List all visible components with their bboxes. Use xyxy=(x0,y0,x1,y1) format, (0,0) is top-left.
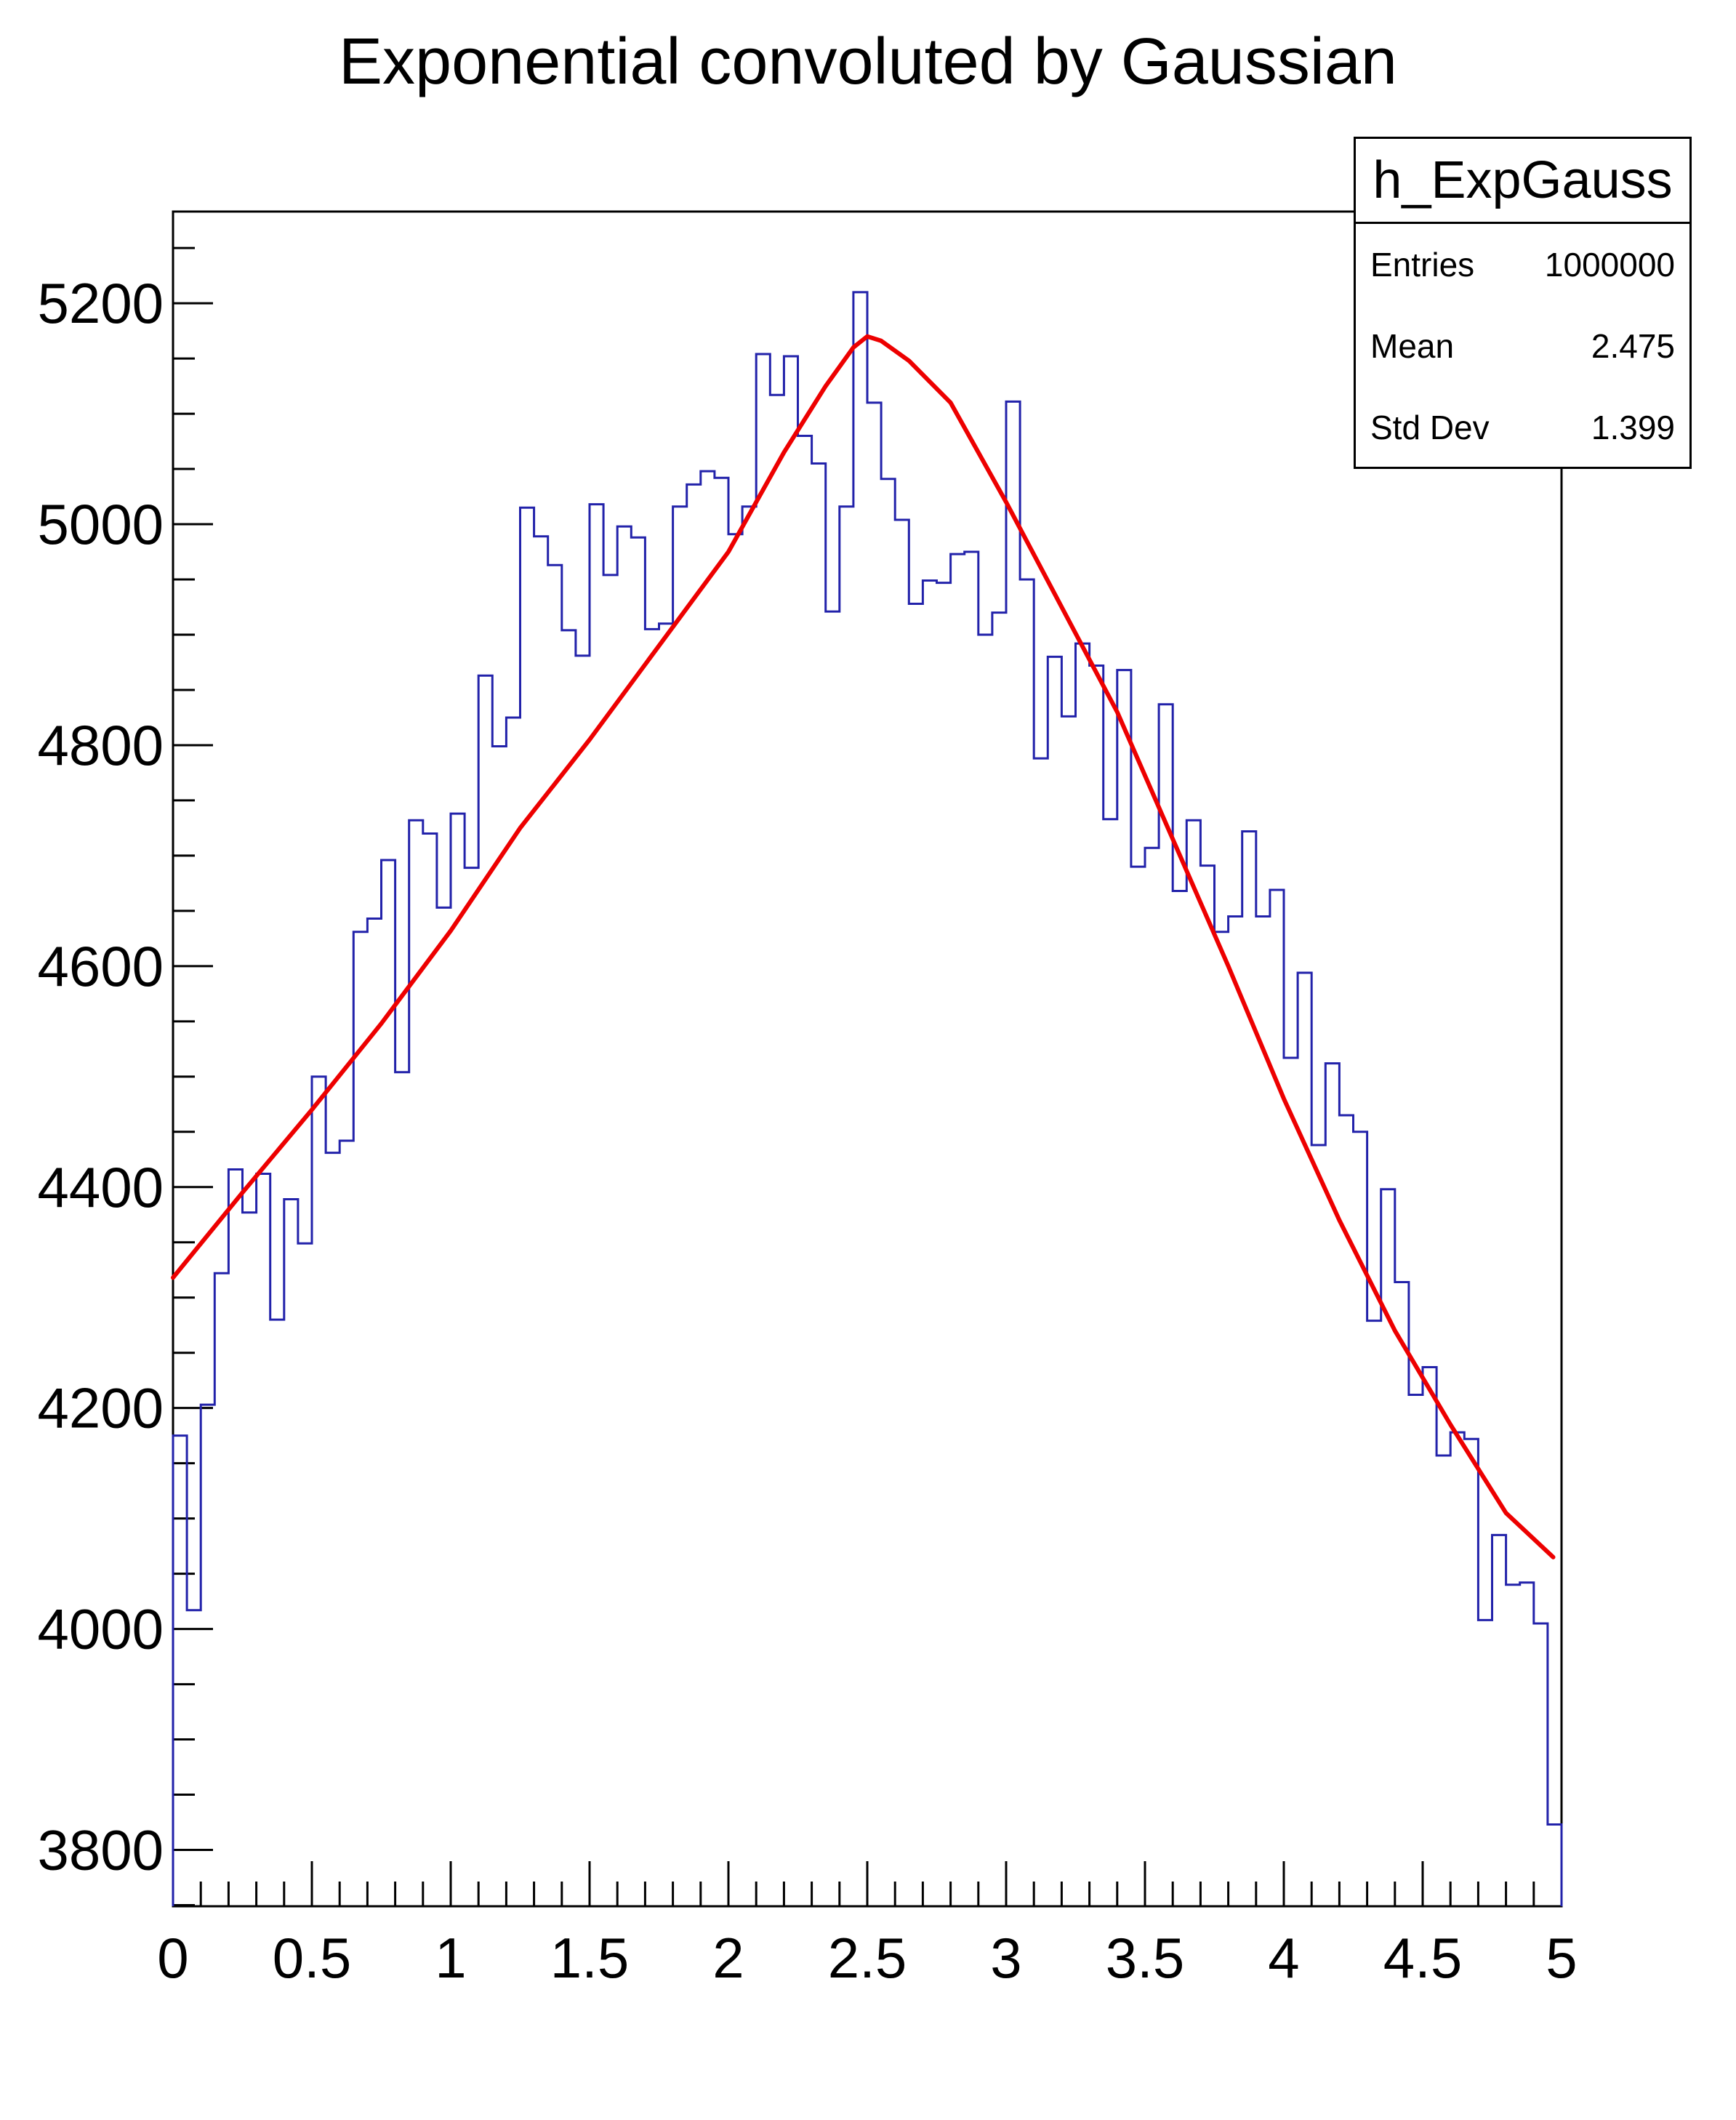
x-tick-label: 1 xyxy=(435,1926,466,1990)
y-tick-label: 5000 xyxy=(37,492,164,556)
stats-value-entries: 1000000 xyxy=(1544,246,1675,284)
x-tick-label: 4 xyxy=(1268,1926,1299,1990)
stats-value-stddev: 1.399 xyxy=(1591,409,1675,446)
stats-row-entries: Entries 1000000 xyxy=(1356,224,1689,305)
x-tick-label: 4.5 xyxy=(1383,1926,1462,1990)
stats-row-mean: Mean 2.475 xyxy=(1356,305,1689,387)
x-tick-label: 2.5 xyxy=(828,1926,907,1990)
y-tick-label: 4200 xyxy=(37,1376,164,1440)
x-ticks xyxy=(172,1861,1563,1906)
stats-box-title: h_ExpGauss xyxy=(1356,139,1689,224)
x-tick-label: 2 xyxy=(712,1926,744,1990)
y-tick-label: 4800 xyxy=(37,713,164,777)
x-tick-label: 3.5 xyxy=(1106,1926,1184,1990)
x-tick-label: 0 xyxy=(157,1926,188,1990)
y-tick-labels: 3800 4000 4200 4400 4600 4800 5000 5200 xyxy=(37,271,164,1882)
chart-title: Exponential convoluted by Gaussian xyxy=(339,25,1397,98)
y-tick-label: 4600 xyxy=(37,934,164,998)
fit-curve xyxy=(171,334,1556,1559)
stats-row-stddev: Std Dev 1.399 xyxy=(1356,387,1689,468)
x-tick-label: 3 xyxy=(990,1926,1021,1990)
stats-label-stddev: Std Dev xyxy=(1370,409,1490,446)
stats-box: h_ExpGauss Entries 1000000 Mean 2.475 St… xyxy=(1354,137,1692,469)
y-tick-label: 4400 xyxy=(37,1155,164,1219)
y-tick-label: 4000 xyxy=(37,1597,164,1661)
x-tick-label: 1.5 xyxy=(550,1926,629,1990)
y-ticks xyxy=(173,246,213,1906)
x-tick-label: 5 xyxy=(1546,1926,1577,1990)
y-tick-label: 3800 xyxy=(37,1818,164,1882)
stats-label-mean: Mean xyxy=(1370,327,1455,365)
x-tick-label: 0.5 xyxy=(273,1926,351,1990)
stats-value-mean: 2.475 xyxy=(1591,327,1675,365)
y-tick-label: 5200 xyxy=(37,271,164,335)
x-tick-labels: 0 0.5 1 1.5 2 2.5 3 3.5 4 4.5 5 xyxy=(157,1926,1577,1990)
histogram-line xyxy=(172,291,1563,1906)
stats-label-entries: Entries xyxy=(1370,246,1475,284)
